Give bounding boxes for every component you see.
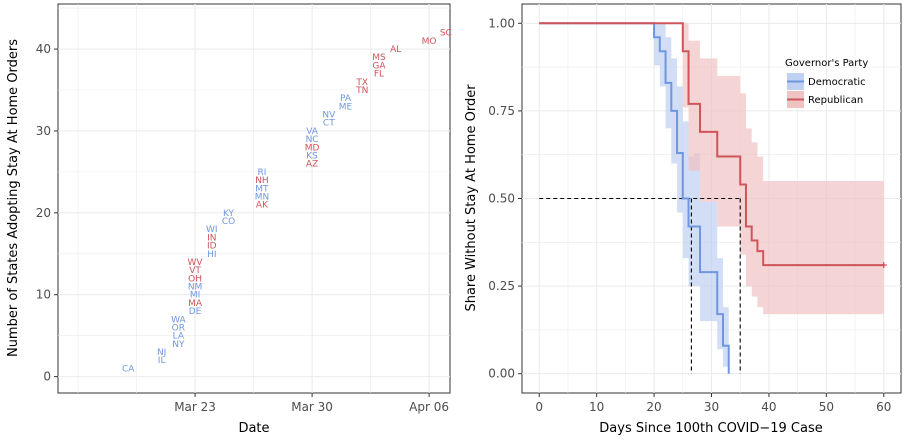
left-gridlines xyxy=(58,4,450,393)
state-label-ct: CT xyxy=(323,119,335,129)
state-label-nc: NC xyxy=(306,135,319,145)
state-label-ny: NY xyxy=(172,340,185,350)
right-x-tick-label: 40 xyxy=(761,400,776,414)
right-x-tick-label: 50 xyxy=(819,400,834,414)
band-republican xyxy=(539,23,884,315)
left-y-tick-label: 30 xyxy=(36,124,51,138)
state-label-ak: AK xyxy=(256,201,269,211)
left-x-tick-label: Apr 06 xyxy=(409,400,449,414)
survival-line-democratic xyxy=(539,22,730,374)
state-label-mt: MT xyxy=(255,184,269,194)
legend-label-democratic: Democratic xyxy=(808,77,866,88)
state-label-mn: MN xyxy=(255,192,270,202)
right-x-tick-label: 20 xyxy=(646,400,661,414)
left-y-axis-title: Number of States Adopting Stay At Home O… xyxy=(6,39,21,357)
state-label-wa: WA xyxy=(171,315,186,325)
right-x-tick-label: 10 xyxy=(589,400,604,414)
state-label-me: ME xyxy=(339,102,353,112)
left-y-tick-label: 40 xyxy=(36,42,51,56)
state-label-id: ID xyxy=(207,242,217,252)
legend-label-republican: Republican xyxy=(808,95,863,106)
state-label-hi: HI xyxy=(207,250,216,260)
left-x-axis-title: Date xyxy=(238,421,269,436)
state-label-nm: NM xyxy=(188,283,203,293)
left-x-tick-labels: Mar 23 Mar 30 Apr 06 xyxy=(174,393,449,414)
state-label-ca: CA xyxy=(122,364,135,374)
right-y-tick-label: 0.75 xyxy=(488,104,515,118)
band-democratic xyxy=(539,23,729,374)
chart-survival-curves: 0.00 0.25 0.50 0.75 1.00 0 10 20 30 40 50 60 Days … xyxy=(464,3,902,436)
state-label-nh: NH xyxy=(255,176,269,186)
right-x-tick-label: 30 xyxy=(704,400,719,414)
right-y-tick-label: 0.25 xyxy=(488,279,515,293)
state-label-wi: WI xyxy=(206,225,218,235)
state-label-la: LA xyxy=(173,332,185,342)
legend-title: Governor's Party xyxy=(785,58,868,69)
right-confidence-bands xyxy=(539,23,884,374)
legend: Governor's Party Democratic Republican xyxy=(785,58,868,108)
state-label-or: OR xyxy=(172,323,185,333)
right-x-tick-label: 0 xyxy=(535,400,543,414)
left-y-tick-labels: 0 10 20 30 40 xyxy=(36,42,58,384)
left-x-tick-label: Mar 23 xyxy=(174,400,216,414)
state-label-pa: PA xyxy=(340,94,352,104)
state-label-vt: VT xyxy=(189,266,201,276)
state-label-tx: TX xyxy=(355,78,368,88)
state-label-va: VA xyxy=(306,127,319,137)
left-y-tick-label: 20 xyxy=(36,206,51,220)
right-x-tick-labels: 0 10 20 30 40 50 60 xyxy=(535,393,891,414)
left-x-tick-label: Mar 30 xyxy=(291,400,333,414)
state-label-nv: NV xyxy=(322,111,336,121)
right-survival-lines xyxy=(539,22,887,374)
state-label-sc: SC xyxy=(440,29,452,39)
censor-mark-republican xyxy=(880,262,887,269)
right-x-tick-label: 60 xyxy=(876,400,891,414)
state-label-ri: RI xyxy=(257,168,266,178)
state-label-mi: MI xyxy=(190,291,200,301)
state-label-ks: KS xyxy=(306,152,318,162)
state-label-wv: WV xyxy=(188,258,204,268)
state-label-tn: TN xyxy=(355,86,368,96)
state-label-az: AZ xyxy=(306,160,318,170)
left-y-tick-label: 10 xyxy=(36,288,51,302)
state-label-il: IL xyxy=(158,356,166,366)
state-label-co: CO xyxy=(222,217,235,227)
survival-line-republican xyxy=(539,22,884,267)
state-label-mo: MO xyxy=(422,37,437,47)
state-label-md: MD xyxy=(305,143,320,153)
right-y-tick-label: 0.00 xyxy=(488,367,515,381)
state-label-nj: NJ xyxy=(157,348,166,358)
state-label-in: IN xyxy=(207,233,216,243)
state-label-ga: GA xyxy=(372,61,386,71)
right-y-tick-label: 0.50 xyxy=(488,192,515,206)
state-label-oh: OH xyxy=(188,274,202,284)
left-panel-background xyxy=(57,3,451,394)
state-label-fl: FL xyxy=(374,70,384,80)
right-y-tick-labels: 0.00 0.25 0.50 0.75 1.00 xyxy=(488,16,522,381)
left-y-tick-label: 0 xyxy=(43,370,51,384)
state-label-al: AL xyxy=(390,45,401,55)
right-median-reference-lines xyxy=(539,197,741,374)
right-y-tick-label: 1.00 xyxy=(488,16,515,30)
state-label-ms: MS xyxy=(372,53,386,63)
state-label-de: DE xyxy=(189,307,202,317)
right-x-axis-title: Days Since 100th COVID−19 Case xyxy=(599,421,822,436)
state-label-ky: KY xyxy=(223,209,235,219)
state-label-ma: MA xyxy=(188,299,203,309)
right-y-axis-title: Share Without Stay At Home Order xyxy=(464,84,479,312)
